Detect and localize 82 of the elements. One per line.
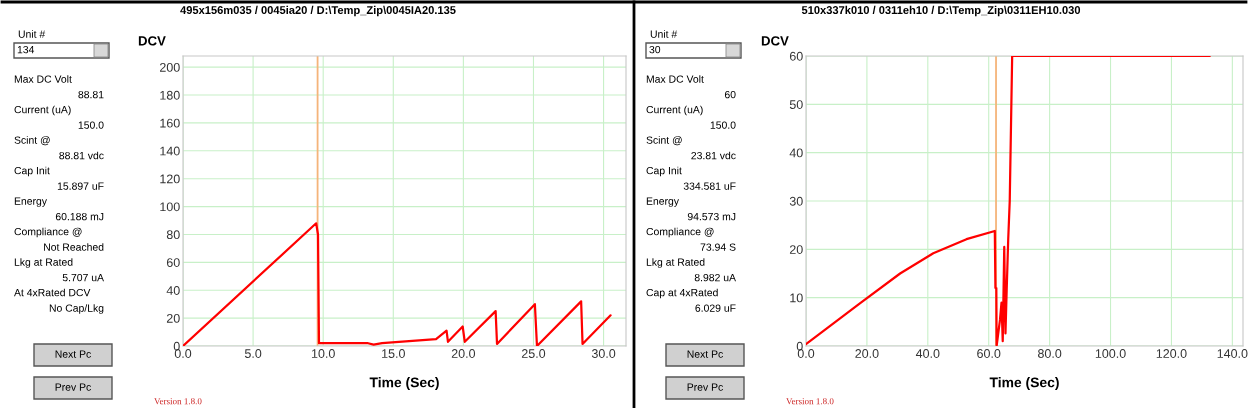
y-tick-label: 0 bbox=[173, 341, 180, 351]
x-axis-title: Time (Sec) bbox=[369, 377, 439, 391]
text: Prev Pc bbox=[687, 383, 723, 391]
x-tick-label: 80.0 bbox=[1038, 349, 1062, 358]
text: Next Pc bbox=[687, 350, 723, 358]
text: 134 bbox=[17, 45, 35, 54]
text: 88.81 bbox=[78, 90, 104, 99]
text: At 4xRated DCV bbox=[14, 288, 91, 297]
text: Cap Init bbox=[646, 166, 682, 177]
y-tick-label: 60 bbox=[166, 258, 180, 267]
text: Cap at 4xRated bbox=[646, 288, 718, 299]
text: Energy bbox=[646, 197, 679, 207]
y-tick-label: 50 bbox=[789, 100, 803, 109]
text: No Cap/Lkg bbox=[49, 304, 104, 314]
y-axis-title: DCV bbox=[761, 36, 789, 46]
x-tick-label: 25.0 bbox=[521, 349, 546, 358]
text: 30 bbox=[649, 45, 661, 54]
x-tick-label: 15.0 bbox=[382, 349, 405, 358]
text: Scint @ bbox=[14, 136, 50, 146]
y-tick-label: 40 bbox=[789, 148, 803, 158]
line-series bbox=[183, 222, 612, 346]
text: Lkg at Rated bbox=[14, 258, 73, 268]
x-tick-label: 20.0 bbox=[855, 349, 879, 358]
y-tick-label: 180 bbox=[160, 90, 180, 100]
x-tick-label: 60.0 bbox=[977, 349, 1001, 358]
y-tick-label: 140 bbox=[160, 146, 180, 156]
x-tick-label: 0.0 bbox=[797, 349, 815, 358]
y-tick-label: 120 bbox=[160, 174, 180, 184]
y-tick-label: 200 bbox=[160, 62, 180, 72]
text: 6.029 uF bbox=[695, 304, 736, 312]
x-tick-label: 5.0 bbox=[244, 349, 262, 358]
text: Current (uA) bbox=[646, 105, 703, 116]
text: Version 1.8.0 bbox=[786, 398, 834, 405]
x-axis-title: Time (Sec) bbox=[989, 377, 1059, 391]
text: Current (uA) bbox=[14, 105, 71, 116]
x-tick-label: 40.0 bbox=[915, 349, 940, 358]
text: 150.0 bbox=[710, 121, 736, 129]
text: 94.573 mJ bbox=[687, 212, 736, 221]
text: 334.581 uF bbox=[683, 182, 736, 190]
text: Not Reached bbox=[44, 243, 104, 251]
y-tick-label: 20 bbox=[166, 313, 180, 323]
text: 60.188 mJ bbox=[55, 212, 104, 221]
chart-title: 510x337k010 / 0311eh10 / D:\Temp_Zip\0311EH10.030 bbox=[801, 5, 1081, 17]
text: 5.707 uA bbox=[62, 273, 104, 282]
y-tick-label: 20 bbox=[789, 245, 803, 254]
x-tick-label: 100.0 bbox=[1095, 349, 1126, 358]
text: Unit # bbox=[18, 30, 46, 38]
text: Compliance @ bbox=[646, 227, 714, 238]
text: 60 bbox=[724, 90, 736, 99]
x-tick-label: 30.0 bbox=[591, 349, 616, 358]
y-tick-label: 10 bbox=[790, 293, 803, 303]
y-tick-label: 0 bbox=[796, 341, 803, 351]
text: Max DC Volt bbox=[646, 75, 704, 83]
text: Max DC Volt bbox=[14, 75, 72, 83]
y-tick-label: 30 bbox=[789, 196, 803, 206]
x-tick-label: 20.0 bbox=[451, 349, 476, 358]
x-tick-label: 0.0 bbox=[174, 349, 192, 358]
text: Prev Pc bbox=[55, 383, 91, 391]
text: Cap Init bbox=[14, 166, 50, 177]
y-tick-label: 40 bbox=[166, 286, 180, 295]
y-tick-label: 60 bbox=[789, 51, 803, 61]
text: 8.982 uA bbox=[694, 273, 736, 282]
y-tick-label: 160 bbox=[160, 118, 180, 128]
x-tick-label: 120.0 bbox=[1156, 349, 1187, 358]
text: 150.0 bbox=[78, 121, 104, 129]
x-tick-label: 140.0 bbox=[1217, 349, 1248, 358]
x-tick-label: 10.0 bbox=[311, 349, 335, 358]
text: 15.897 uF bbox=[57, 182, 104, 190]
text: Energy bbox=[14, 197, 47, 207]
text: Compliance @ bbox=[14, 227, 82, 238]
text: Version 1.8.0 bbox=[154, 398, 202, 405]
text: 73.94 S bbox=[700, 243, 736, 251]
text: Lkg at Rated bbox=[646, 258, 705, 268]
text: 88.81 vdc bbox=[59, 151, 104, 160]
text: Unit # bbox=[650, 30, 678, 38]
chart-title: 495x156m035 / 0045ia20 / D:\Temp_Zip\0045IA20.135 bbox=[180, 5, 456, 17]
text: Next Pc bbox=[55, 350, 91, 358]
y-axis-title: DCV bbox=[138, 36, 166, 46]
text: 23.81 vdc bbox=[691, 151, 736, 160]
y-tick-label: 100 bbox=[160, 202, 180, 212]
text: Scint @ bbox=[646, 136, 682, 146]
y-tick-label: 80 bbox=[166, 230, 180, 240]
